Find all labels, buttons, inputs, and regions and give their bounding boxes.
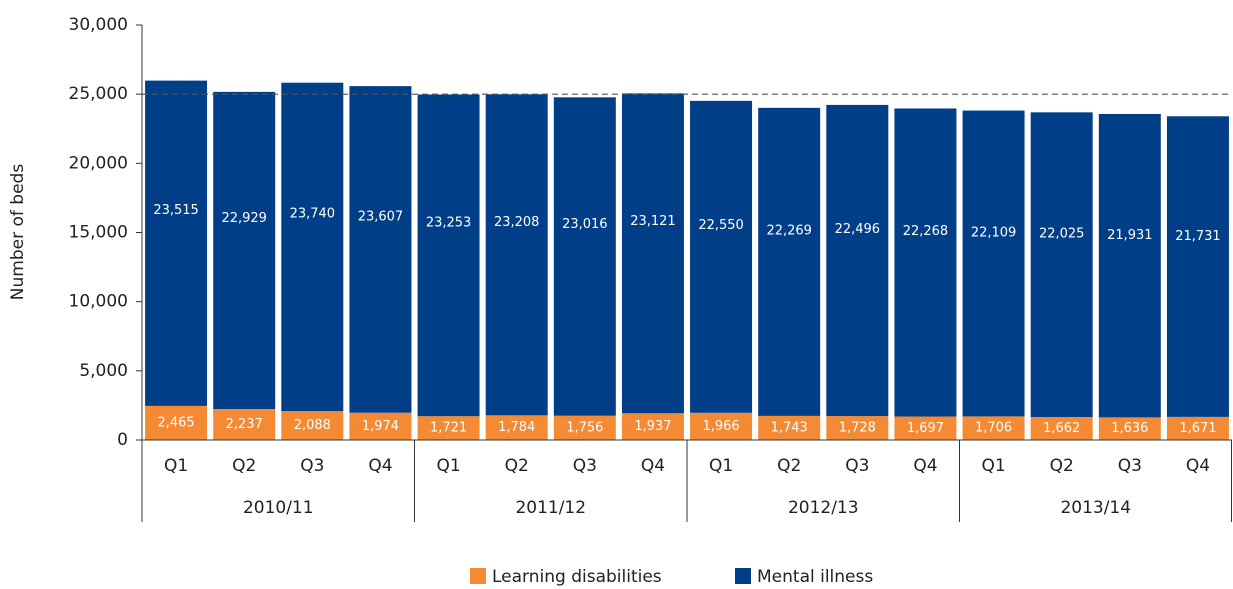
value-label: 1,743 xyxy=(771,420,808,435)
x-tick-label: Q3 xyxy=(573,456,597,476)
bar-segment xyxy=(1098,113,1161,418)
value-label: 1,662 xyxy=(1043,421,1080,436)
y-tick-label: 30,000 xyxy=(69,15,128,35)
y-tick-label: 15,000 xyxy=(69,223,128,243)
value-label: 23,253 xyxy=(426,216,472,231)
value-label: 23,740 xyxy=(290,207,336,222)
bar-segment xyxy=(826,104,889,417)
y-tick-label: 10,000 xyxy=(69,292,128,312)
value-label: 1,706 xyxy=(975,421,1012,436)
bar-segment xyxy=(349,86,412,413)
value-label: 23,208 xyxy=(494,215,540,230)
y-axis-label: Number of beds xyxy=(8,164,28,301)
bar-segment xyxy=(485,94,548,416)
group-label: 2010/11 xyxy=(243,498,314,518)
x-tick-label: Q1 xyxy=(436,456,460,476)
value-label: 21,931 xyxy=(1107,228,1153,243)
y-tick-label: 0 xyxy=(117,430,128,450)
bar-segment xyxy=(417,94,480,417)
value-label: 22,550 xyxy=(698,218,744,233)
x-tick-label: Q4 xyxy=(368,456,392,476)
x-tick-label: Q1 xyxy=(709,456,733,476)
x-tick-label: Q3 xyxy=(845,456,869,476)
value-label: 1,697 xyxy=(907,421,944,436)
x-tick-label: Q3 xyxy=(1118,456,1142,476)
bar-segment xyxy=(826,416,889,440)
value-label: 1,728 xyxy=(839,421,876,436)
bar-segment xyxy=(758,107,821,416)
group-label: 2011/12 xyxy=(515,498,586,518)
value-label: 1,636 xyxy=(1111,421,1148,436)
value-label: 23,515 xyxy=(153,203,199,218)
value-label: 1,937 xyxy=(634,419,671,434)
value-label: 1,966 xyxy=(702,419,739,434)
bar-segment xyxy=(417,416,480,440)
bar-segment xyxy=(281,411,344,440)
bar-segment xyxy=(145,405,208,440)
y-tick-label: 20,000 xyxy=(69,153,128,173)
legend-label: Mental illness xyxy=(757,567,873,587)
value-label: 1,721 xyxy=(430,421,467,436)
x-tick-label: Q2 xyxy=(505,456,529,476)
value-label: 22,268 xyxy=(903,224,949,239)
value-label: 1,974 xyxy=(362,419,399,434)
bar-segment xyxy=(349,412,412,440)
x-tick-label: Q2 xyxy=(1050,456,1074,476)
x-tick-label: Q4 xyxy=(1186,456,1210,476)
bar-segment xyxy=(621,93,684,414)
x-tick-label: Q2 xyxy=(777,456,801,476)
x-tick-label: Q3 xyxy=(300,456,324,476)
x-tick-label: Q1 xyxy=(981,456,1005,476)
bar-segment xyxy=(1166,116,1229,417)
y-tick-label: 25,000 xyxy=(69,84,128,104)
y-tick-label: 5,000 xyxy=(79,361,128,381)
x-tick-label: Q4 xyxy=(913,456,937,476)
bar-segment xyxy=(690,412,753,440)
value-label: 21,731 xyxy=(1175,229,1221,244)
x-tick-label: Q4 xyxy=(641,456,665,476)
bar-segment xyxy=(962,416,1025,440)
value-label: 22,025 xyxy=(1039,227,1085,242)
bar-segment xyxy=(1030,417,1093,440)
bar-segment xyxy=(1098,417,1161,440)
value-label: 1,671 xyxy=(1179,421,1216,436)
legend-swatch xyxy=(735,568,751,584)
bar-segment xyxy=(145,80,208,406)
bar-segment xyxy=(213,91,276,410)
group-label: 2012/13 xyxy=(788,498,859,518)
bar-segment xyxy=(621,413,684,440)
value-label: 2,237 xyxy=(226,417,263,432)
legend-swatch xyxy=(470,568,486,584)
value-label: 22,269 xyxy=(766,224,812,239)
value-label: 1,756 xyxy=(566,420,603,435)
value-label: 23,121 xyxy=(630,214,676,229)
value-label: 23,016 xyxy=(562,217,608,232)
x-tick-label: Q2 xyxy=(232,456,256,476)
bar-segment xyxy=(281,82,344,412)
value-label: 22,929 xyxy=(221,211,267,226)
bar-segment xyxy=(213,409,276,440)
x-tick-label: Q1 xyxy=(164,456,188,476)
bar-segment xyxy=(894,108,957,417)
legend-label: Learning disabilities xyxy=(492,567,662,587)
group-label: 2013/14 xyxy=(1060,498,1131,518)
bar-segment xyxy=(758,415,821,440)
value-label: 22,496 xyxy=(835,222,881,237)
bar-segment xyxy=(553,97,616,416)
bar-segment xyxy=(485,415,548,440)
value-label: 22,109 xyxy=(971,225,1017,240)
bar-segment xyxy=(1166,416,1229,440)
bar-segment xyxy=(1030,112,1093,418)
value-label: 2,088 xyxy=(294,418,331,433)
bar-segment xyxy=(690,100,753,413)
bar-segment xyxy=(894,416,957,440)
value-label: 1,784 xyxy=(498,420,535,435)
bar-segment xyxy=(553,415,616,440)
value-label: 2,465 xyxy=(157,415,194,430)
bar-segment xyxy=(962,110,1025,417)
value-label: 23,607 xyxy=(358,209,404,224)
